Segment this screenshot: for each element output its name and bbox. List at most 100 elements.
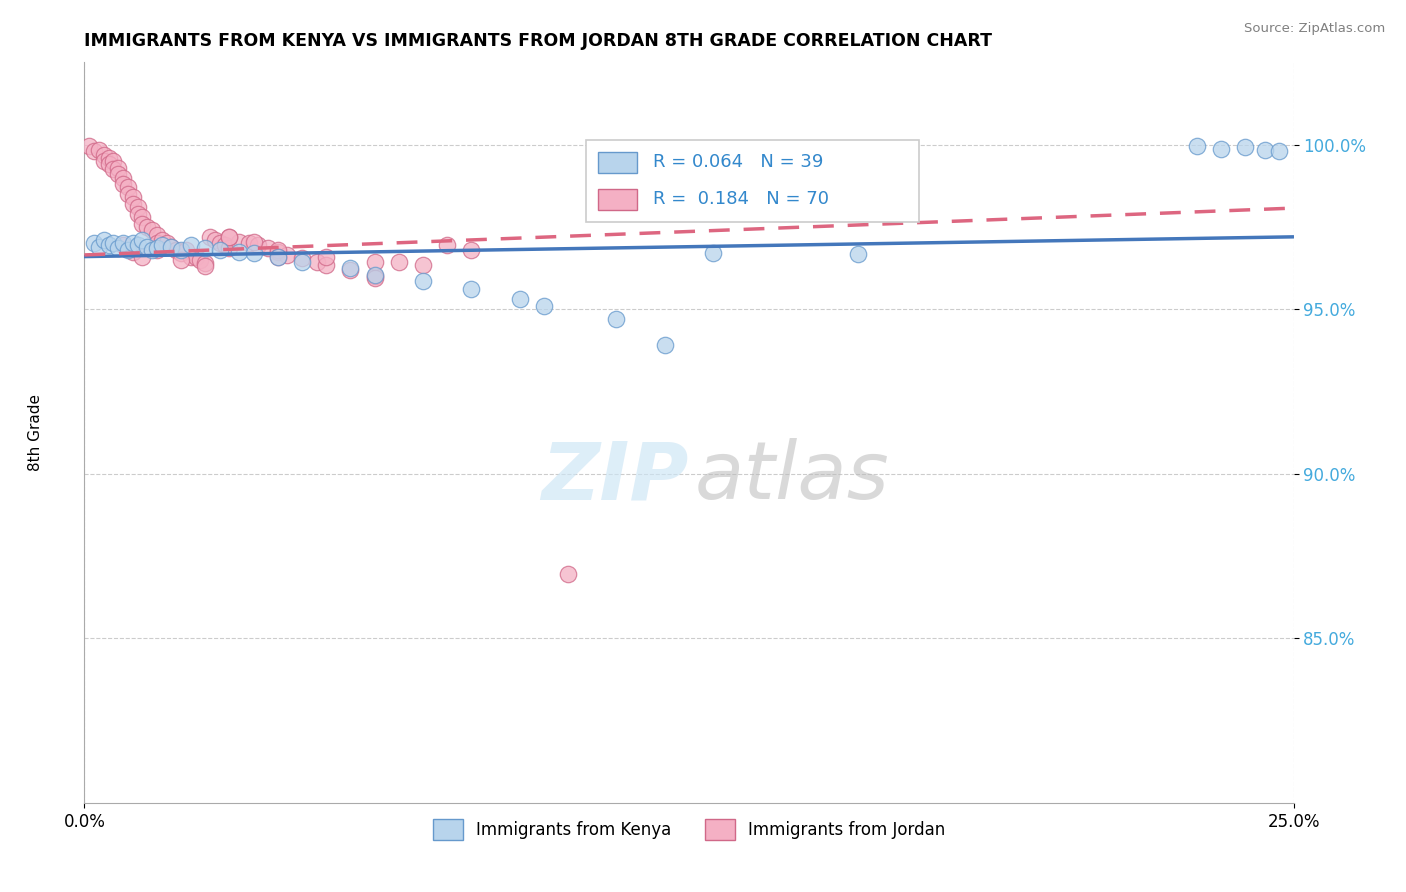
Point: [127, 207, 149, 221]
Point: [117, 243, 139, 257]
Point: [291, 251, 314, 265]
Point: [208, 236, 231, 251]
Point: [180, 250, 202, 264]
Point: [214, 238, 236, 252]
Point: [117, 187, 139, 202]
Point: [121, 236, 143, 251]
Point: [509, 293, 531, 307]
Point: [242, 246, 264, 260]
Point: [533, 299, 555, 313]
Point: [165, 243, 187, 257]
Point: [436, 238, 458, 252]
Point: [170, 252, 193, 267]
Point: [131, 217, 153, 231]
Point: [291, 254, 314, 268]
Text: ZIP: ZIP: [541, 438, 689, 516]
Point: [363, 254, 385, 268]
Point: [97, 157, 120, 171]
Point: [339, 261, 361, 276]
Point: [267, 250, 290, 264]
Point: [194, 256, 217, 270]
Point: [146, 236, 169, 251]
Bar: [599, 152, 637, 173]
Point: [204, 233, 226, 247]
Point: [77, 139, 100, 153]
Point: [121, 197, 143, 211]
Point: [208, 243, 231, 257]
Y-axis label: 8th Grade: 8th Grade: [28, 394, 42, 471]
Point: [190, 252, 212, 267]
Bar: [586, 140, 918, 221]
Point: [218, 230, 240, 244]
Point: [242, 235, 264, 249]
Point: [267, 250, 290, 264]
Text: IMMIGRANTS FROM KENYA VS IMMIGRANTS FROM JORDAN 8TH GRADE CORRELATION CHART: IMMIGRANTS FROM KENYA VS IMMIGRANTS FROM…: [84, 32, 993, 50]
Point: [136, 240, 159, 254]
Point: [363, 271, 385, 285]
Point: [460, 283, 482, 297]
Point: [170, 246, 193, 260]
Point: [238, 236, 260, 251]
Point: [83, 145, 105, 159]
Point: [127, 200, 149, 214]
Point: [412, 258, 434, 272]
Point: [97, 151, 120, 165]
Point: [93, 233, 115, 247]
Point: [412, 274, 434, 288]
Point: [170, 243, 193, 257]
Point: [103, 162, 125, 177]
Point: [141, 243, 163, 257]
Point: [131, 210, 153, 224]
Point: [103, 236, 125, 251]
Point: [160, 240, 183, 254]
Point: [460, 243, 482, 257]
Point: [194, 260, 217, 274]
Point: [127, 238, 149, 252]
Point: [184, 250, 207, 264]
Point: [1268, 145, 1291, 159]
Point: [276, 248, 298, 262]
Point: [112, 238, 135, 252]
Point: [107, 161, 129, 175]
Point: [112, 170, 135, 185]
Point: [150, 233, 173, 247]
Point: [97, 238, 120, 252]
Point: [1253, 143, 1275, 157]
Point: [1185, 139, 1208, 153]
Point: [1234, 140, 1257, 154]
Point: [654, 338, 676, 352]
Point: [315, 250, 337, 264]
Point: [117, 180, 139, 194]
Point: [131, 250, 153, 264]
Point: [146, 228, 169, 243]
Point: [305, 254, 328, 268]
Point: [1209, 142, 1232, 156]
Point: [146, 243, 169, 257]
Point: [112, 236, 135, 251]
Point: [150, 238, 173, 252]
Point: [228, 244, 250, 259]
Point: [267, 244, 290, 259]
Point: [218, 241, 240, 255]
Point: [93, 147, 115, 161]
Bar: [599, 189, 637, 210]
Point: [136, 219, 159, 234]
Point: [107, 241, 129, 255]
Legend: Immigrants from Kenya, Immigrants from Jordan: Immigrants from Kenya, Immigrants from J…: [426, 813, 952, 847]
Text: atlas: atlas: [695, 438, 890, 516]
Point: [218, 230, 240, 244]
Point: [155, 236, 177, 251]
Point: [557, 567, 579, 582]
Point: [131, 233, 153, 247]
Point: [315, 258, 337, 272]
Point: [160, 240, 183, 254]
Point: [103, 154, 125, 169]
Point: [146, 241, 169, 255]
Point: [93, 154, 115, 169]
Point: [174, 243, 197, 257]
Point: [180, 238, 202, 252]
Point: [363, 269, 385, 284]
Point: [702, 246, 724, 260]
Text: Source: ZipAtlas.com: Source: ZipAtlas.com: [1244, 22, 1385, 36]
Point: [339, 262, 361, 277]
